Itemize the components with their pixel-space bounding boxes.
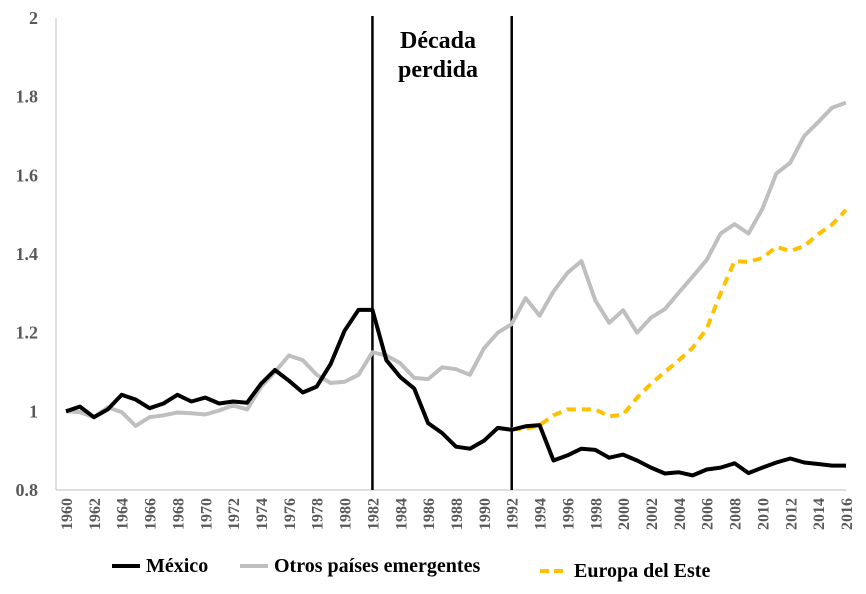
x-tick-label: 1988 (449, 498, 466, 530)
legend-label-otros: Otros países emergentes (274, 555, 480, 577)
x-tick-label: 1986 (421, 498, 438, 530)
legend-item-otros: Otros países emergentes (240, 555, 480, 577)
y-tick-label: 1.4 (16, 244, 39, 264)
x-tick-label: 2014 (811, 498, 828, 530)
y-tick-label: 1.2 (16, 323, 39, 343)
x-tick-label: 1980 (338, 498, 355, 530)
series-line-2 (511, 208, 848, 431)
x-tick-label: 1962 (87, 498, 104, 530)
x-tick-label: 1974 (254, 498, 271, 530)
x-tick-label: 1972 (226, 498, 243, 530)
y-tick-label: 1.8 (16, 87, 39, 107)
x-tick-label: 2006 (700, 498, 717, 530)
x-tick-label: 2012 (783, 498, 800, 530)
x-tick-label: 2002 (644, 498, 661, 530)
x-tick-label: 1978 (310, 498, 327, 530)
x-tick-label: 2010 (755, 498, 772, 530)
series-lines (65, 100, 848, 478)
decade-markers (371, 16, 513, 490)
x-tick-label: 1970 (198, 498, 215, 530)
plot-area: 0.811.21.41.61.82 1960 1962 1964 1966 1968 19… (16, 8, 857, 530)
x-tick-label: 1996 (560, 498, 577, 530)
x-tick-label: 1990 (477, 498, 494, 530)
annotation-line2: perdida (398, 57, 478, 83)
x-tick-labels: 1960 1962 1964 1966 1968 1970 1972 1974 1976 1978… (59, 498, 856, 530)
x-tick-label: 1984 (393, 498, 410, 530)
x-tick-label: 1994 (533, 498, 550, 530)
x-tick-label: 1964 (115, 498, 132, 530)
y-tick-label: 1.6 (16, 165, 39, 185)
legend-item-europa: Europa del Este (540, 560, 710, 582)
x-tick-label: 1966 (143, 498, 160, 530)
series-line-0 (65, 307, 846, 478)
legend-label-europa: Europa del Este (574, 560, 710, 582)
x-tick-label: 1998 (588, 498, 605, 530)
legend-item-mexico: México (112, 555, 208, 577)
y-tick-label: 0.8 (16, 480, 39, 500)
x-tick-label: 2016 (839, 498, 856, 530)
x-tick-label: 1960 (59, 498, 76, 530)
legend: México Otros países emergentes Europa de… (112, 555, 710, 582)
x-tick-label: 2004 (672, 498, 689, 530)
series-line-1 (65, 100, 847, 428)
x-tick-label: 1982 (365, 498, 382, 530)
x-tick-label: 1976 (282, 498, 299, 530)
x-tick-label: 1968 (170, 498, 187, 530)
annotation-line1: Década (400, 28, 476, 54)
y-tick-label: 2 (29, 8, 38, 28)
legend-label-mexico: México (146, 555, 208, 577)
x-tick-label: 2008 (728, 498, 745, 530)
x-tick-label: 2000 (616, 498, 633, 530)
y-tick-labels: 0.8 1 1.2 1.4 1.6 1.8 2 (16, 8, 39, 500)
x-tick-label: 1992 (505, 498, 522, 530)
y-tick-label: 1 (29, 401, 38, 421)
